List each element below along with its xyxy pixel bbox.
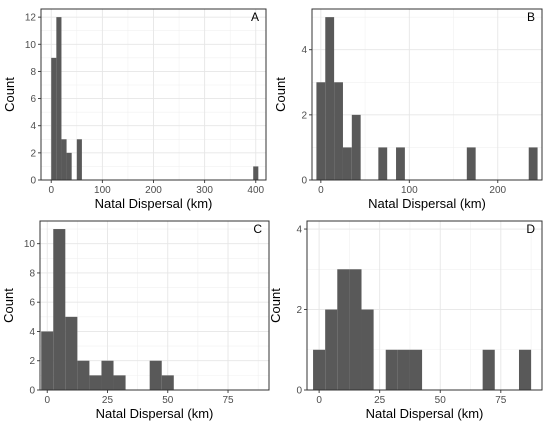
x-tick-label: 200: [489, 185, 506, 196]
x-tick-label: 0: [316, 395, 322, 406]
histogram-bar: [397, 349, 410, 390]
y-tick-label: 4: [301, 45, 307, 56]
y-tick-label: 4: [29, 327, 35, 338]
histogram-bar: [342, 147, 352, 180]
histogram-bar: [378, 147, 388, 180]
histogram-bar: [101, 360, 114, 390]
x-tick-label: 50: [435, 395, 447, 406]
panel-label: D: [526, 222, 535, 236]
y-tick-label: 0: [29, 386, 35, 397]
histogram-bar: [396, 147, 405, 180]
y-tick-label: 6: [30, 94, 36, 105]
x-axis-title: Natal Dispersal (km): [95, 196, 213, 211]
panel-border: [39, 220, 270, 391]
histogram-bar: [518, 349, 532, 390]
x-axis-title: Natal Dispersal (km): [366, 406, 484, 421]
y-axis-title: Count: [268, 288, 283, 323]
x-tick-label: 100: [401, 185, 418, 196]
histogram-bar: [466, 147, 476, 180]
y-tick-label: 2: [30, 148, 36, 159]
y-axis-title: Count: [2, 77, 17, 112]
histogram-bar: [325, 309, 338, 390]
histogram-bar: [385, 349, 398, 390]
y-tick-label: 2: [296, 305, 302, 316]
histogram-bar: [482, 349, 495, 390]
histogram-bar: [76, 139, 82, 180]
histogram-bar: [337, 269, 350, 390]
panel-c: 0 25 50 75 0 2 4 6 8 10 Natal Dispersal (km) Count C: [1, 220, 270, 421]
histogram-bar: [56, 17, 62, 181]
histogram-bar: [89, 375, 102, 390]
histogram-bar: [66, 152, 72, 180]
x-tick-label: 75: [222, 395, 234, 406]
panel-label: C: [253, 222, 262, 236]
histogram-bar: [334, 82, 343, 180]
x-tick-label: 300: [196, 185, 213, 196]
x-tick-label: 400: [247, 185, 264, 196]
x-axis-title: Natal Dispersal (km): [368, 196, 486, 211]
x-tick-label: 200: [145, 185, 162, 196]
histogram-bar: [313, 349, 326, 390]
histogram-bar: [316, 82, 326, 180]
y-tick-label: 4: [30, 121, 36, 132]
y-tick-label: 10: [25, 40, 37, 51]
y-tick-label: 8: [30, 67, 36, 78]
y-tick-label: 2: [29, 356, 35, 367]
x-tick-label: 75: [495, 395, 507, 406]
panel-border: [311, 8, 543, 181]
panel-border: [306, 220, 543, 391]
panel-d: 0 25 50 75 0 2 4 Natal Dispersal (km) Count D: [268, 220, 543, 421]
x-tick-label: 50: [162, 395, 174, 406]
x-axis-title: Natal Dispersal (km): [96, 406, 214, 421]
y-tick-label: 2: [301, 110, 307, 121]
y-tick-label: 12: [25, 13, 37, 24]
y-tick-label: 0: [296, 386, 302, 397]
histogram-bar: [41, 331, 54, 390]
histogram-bar: [65, 316, 78, 390]
x-tick-label: 0: [48, 185, 54, 196]
histogram-bar: [149, 360, 162, 390]
histogram-bar: [325, 17, 335, 181]
histogram-bar: [53, 229, 66, 390]
histogram-bar: [161, 375, 174, 390]
y-tick-label: 0: [30, 176, 36, 187]
panel-b: 0 100 200 0 2 4 Natal Dispersal (km) Count B: [273, 8, 543, 211]
y-tick-label: 4: [296, 225, 302, 236]
y-axis-title: Count: [1, 288, 16, 323]
x-tick-label: 0: [318, 185, 324, 196]
y-tick-label: 0: [301, 176, 307, 187]
y-axis-title: Count: [273, 77, 288, 112]
histogram-bar: [113, 375, 126, 390]
histogram-bar: [77, 360, 90, 390]
histogram-bar: [409, 349, 423, 390]
histogram-bar: [361, 309, 374, 390]
x-tick-label: 25: [374, 395, 386, 406]
panel-label: A: [251, 10, 259, 24]
y-tick-label: 6: [29, 298, 35, 309]
histogram-bar: [349, 269, 362, 390]
y-tick-label: 8: [29, 268, 35, 279]
y-tick-label: 10: [24, 239, 36, 250]
x-tick-label: 25: [102, 395, 114, 406]
histogram-bar: [351, 114, 361, 180]
panel-a: 0 100 200 300 400 0 2 4 6 8 10 12 Natal Dispersal (k…: [2, 8, 267, 211]
x-tick-label: 0: [44, 395, 50, 406]
histogram-bar: [528, 147, 538, 180]
x-tick-label: 100: [94, 185, 111, 196]
histogram-bar: [253, 166, 259, 180]
histogram-bar: [51, 57, 57, 180]
histogram-bar: [61, 139, 67, 180]
panel-label: B: [527, 10, 535, 24]
